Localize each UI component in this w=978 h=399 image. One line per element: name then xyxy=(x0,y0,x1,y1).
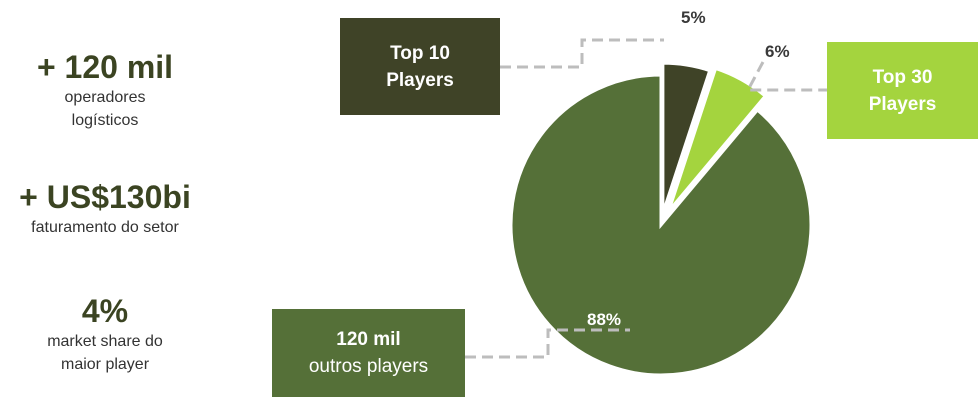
pie-slice-outros xyxy=(509,73,813,377)
stat-value: + 120 mil xyxy=(36,49,174,85)
stat-market-share: 4% market share do maior player xyxy=(0,292,210,376)
label-outros-line1: 120 mil xyxy=(336,329,401,350)
pct-label-top10: 5% xyxy=(681,8,706,27)
stat-desc-line2: maior player xyxy=(60,356,150,373)
label-box-outros xyxy=(272,309,465,397)
leader-line-outros xyxy=(465,328,630,359)
label-top30: Top 30 Players xyxy=(827,42,978,139)
stat-value: + US$130bi xyxy=(19,179,191,215)
label-top10-line1: Top 10 xyxy=(390,42,450,64)
pct-label-top30: 6% xyxy=(765,42,790,61)
pct-label-outros: 88% xyxy=(587,310,622,329)
label-box-top10 xyxy=(340,18,500,115)
stat-value: 4% xyxy=(81,293,129,329)
stat-desc-line1: operadores xyxy=(64,89,146,106)
stat-desc-line2: logísticos xyxy=(71,112,139,129)
stat-desc-line1: faturamento do setor xyxy=(31,219,179,236)
stat-operators: + 120 mil operadores logísticos xyxy=(0,48,210,132)
label-box-top30 xyxy=(827,42,978,139)
leader-line-top30 xyxy=(745,61,827,92)
stat-desc-line1: market share do xyxy=(47,333,163,350)
pie-slice-top10 xyxy=(661,61,712,214)
label-outros: 120 mil outros players xyxy=(272,309,465,397)
label-outros-line2: outros players xyxy=(308,356,429,377)
label-top10-line2: Players xyxy=(386,69,454,91)
label-top30-line2: Players xyxy=(868,93,937,115)
label-top10: Top 10 Players xyxy=(340,18,500,115)
leader-line-top10 xyxy=(500,38,664,69)
pie-slice-top30 xyxy=(667,66,768,212)
stat-revenue: + US$130bi faturamento do setor xyxy=(0,178,210,239)
stats-panel: + 120 mil operadores logísticos + US$130… xyxy=(0,0,210,399)
label-top30-line1: Top 30 xyxy=(872,66,933,88)
